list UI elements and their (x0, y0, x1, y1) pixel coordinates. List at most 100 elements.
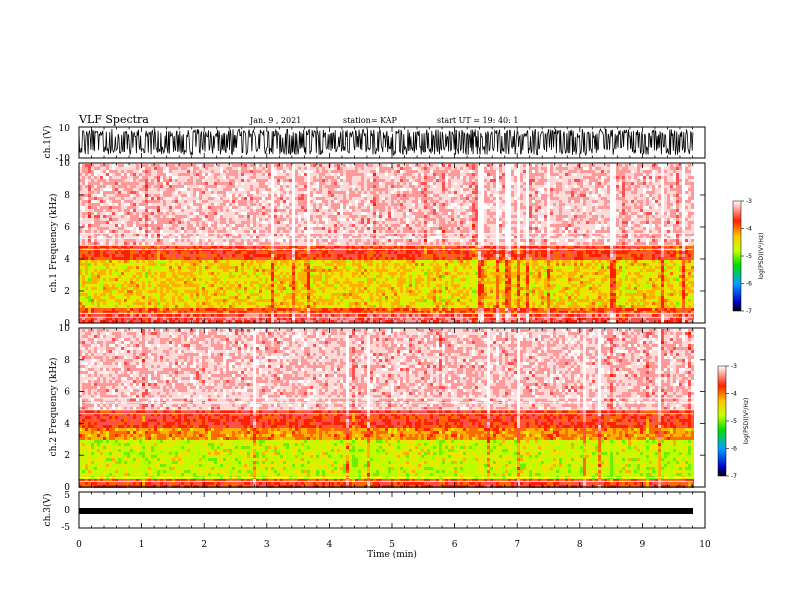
spectrogram-cell (226, 224, 229, 227)
spectrogram-cell (310, 257, 313, 260)
spectrogram-cell (169, 308, 172, 311)
spectrogram-cell (304, 209, 307, 212)
spectrogram-cell (337, 176, 340, 179)
spectrogram-cell (184, 167, 187, 170)
spectrogram-cell (244, 209, 247, 212)
spectrogram-cell (370, 245, 373, 248)
spectrogram-cell (115, 176, 118, 179)
spectrogram-cell (151, 185, 154, 188)
spectrogram-cell (88, 290, 91, 293)
spectrogram-cell (277, 179, 280, 182)
spectrogram-cell (325, 266, 328, 269)
spectrogram-cell (148, 296, 151, 299)
spectrogram-cell (205, 257, 208, 260)
spectrogram-cell (136, 320, 139, 323)
spectrogram-cell (256, 212, 259, 215)
spectrogram-cell (235, 317, 238, 320)
spectrogram-cell (370, 284, 373, 287)
spectrogram-cell (352, 284, 355, 287)
spectrogram-cell (82, 284, 85, 287)
spectrogram-cell (232, 233, 235, 236)
spectrogram-cell (241, 254, 244, 257)
spectrogram-cell (334, 188, 337, 191)
spectrogram-cell (214, 200, 217, 203)
spectrogram-cell (118, 305, 121, 308)
spectrogram-cell (100, 311, 103, 314)
spectrogram-cell (169, 302, 172, 305)
spectrogram-cell (343, 212, 346, 215)
spectrogram-cell (379, 269, 382, 272)
spectrogram-cell (208, 233, 211, 236)
spectrogram-cell (211, 290, 214, 293)
spectrogram-cell (256, 281, 259, 284)
spectrogram-cell (322, 185, 325, 188)
spectrogram-cell (166, 308, 169, 311)
spectrogram-cell (136, 212, 139, 215)
spectrogram-cell (220, 179, 223, 182)
spectrogram-cell (163, 257, 166, 260)
spectrogram-cell (184, 284, 187, 287)
spectrogram-cell (181, 302, 184, 305)
spectrogram-cell (136, 167, 139, 170)
spectrogram-cell (328, 251, 331, 254)
spectrogram-cell (172, 278, 175, 281)
spectrogram-cell (328, 308, 331, 311)
spectrogram-cell (232, 218, 235, 221)
spectrogram-cell (115, 236, 118, 239)
spectrogram-cell (151, 221, 154, 224)
spectrogram-cell (280, 302, 283, 305)
spectrogram-cell (376, 182, 379, 185)
spectrogram-cell (226, 302, 229, 305)
spectrogram-cell (223, 209, 226, 212)
spectrogram-cell (238, 233, 241, 236)
spectrogram-cell (340, 233, 343, 236)
spectrogram-cell (115, 278, 118, 281)
spectrogram-cell (349, 308, 352, 311)
spectrogram-cell (217, 299, 220, 302)
spectrogram-cell (160, 281, 163, 284)
spectrogram-cell (187, 197, 190, 200)
spectrogram-cell (229, 302, 232, 305)
spectrogram-cell (85, 314, 88, 317)
spectrogram-cell (88, 317, 91, 320)
spectrogram-cell (133, 206, 136, 209)
spectrogram-cell (106, 305, 109, 308)
spectrogram-cell (100, 284, 103, 287)
ch1-spectrogram-image (79, 164, 694, 323)
spectrogram-cell (343, 167, 346, 170)
spectrogram-cell (274, 260, 277, 263)
spectrogram-cell (118, 203, 121, 206)
spectrogram-cell (202, 275, 205, 278)
spectrogram-cell (184, 296, 187, 299)
spectrogram-cell (91, 230, 94, 233)
ch1-ylabel: ch.1(V) (42, 126, 53, 159)
spectrogram-cell (214, 239, 217, 242)
spectrogram-cell (187, 314, 190, 317)
spectrogram-cell (385, 191, 388, 194)
spectrogram-cell (121, 242, 124, 245)
spectrogram-cell (166, 242, 169, 245)
spectrogram-cell (316, 188, 319, 191)
spectrogram-cell (265, 251, 268, 254)
spectrogram-cell (346, 170, 349, 173)
spectrogram-cell (208, 317, 211, 320)
spectrogram-cell (217, 302, 220, 305)
spectrogram-cell (310, 194, 313, 197)
spectrogram-cell (289, 251, 292, 254)
spectrogram-cell (379, 263, 382, 266)
spectrogram-cell (238, 296, 241, 299)
spectrogram-cell (94, 260, 97, 263)
spectrogram-cell (115, 227, 118, 230)
spectrogram-cell (127, 314, 130, 317)
spectrogram-cell (307, 281, 310, 284)
spectrogram-cell (157, 293, 160, 296)
spectrogram-cell (199, 311, 202, 314)
spectrogram-cell (319, 239, 322, 242)
spectrogram-cell (157, 188, 160, 191)
spectrogram-cell (274, 263, 277, 266)
spectrogram-cell (301, 254, 304, 257)
spectrogram-cell (346, 200, 349, 203)
spectrogram-cell (196, 296, 199, 299)
spectrogram-cell (241, 320, 244, 323)
spectrogram-cell (211, 203, 214, 206)
